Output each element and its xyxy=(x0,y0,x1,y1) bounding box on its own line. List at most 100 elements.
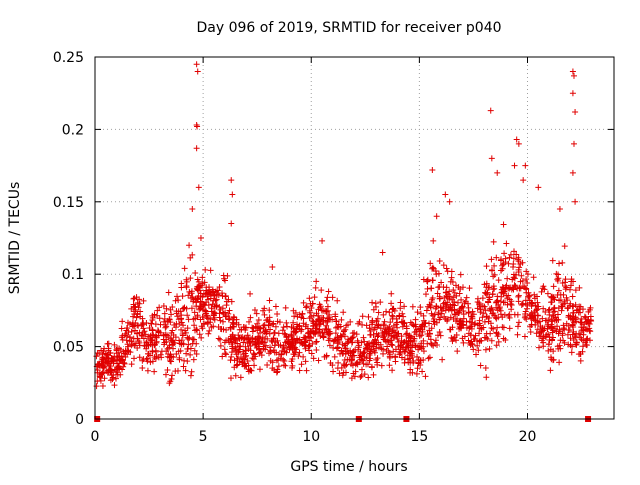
data-point xyxy=(144,367,151,374)
data-point xyxy=(97,377,104,384)
data-point xyxy=(164,332,171,339)
data-point xyxy=(250,325,257,332)
y-tick-label: 0.05 xyxy=(53,340,84,356)
data-point xyxy=(164,353,171,360)
data-point xyxy=(175,308,182,315)
data-point xyxy=(133,314,140,321)
data-point xyxy=(329,294,336,301)
data-point xyxy=(233,347,240,354)
data-point xyxy=(558,307,565,314)
data-point xyxy=(364,361,371,368)
data-point xyxy=(460,339,467,346)
data-point xyxy=(545,331,552,338)
data-point xyxy=(546,341,553,348)
data-point xyxy=(587,304,594,311)
data-point xyxy=(333,318,340,325)
data-point xyxy=(329,362,336,369)
data-point xyxy=(194,327,201,334)
data-point xyxy=(514,331,521,338)
data-point xyxy=(357,352,364,359)
data-point xyxy=(292,340,299,347)
data-point xyxy=(483,313,490,320)
data-point xyxy=(338,316,345,323)
data-point xyxy=(373,339,380,346)
data-point xyxy=(200,314,207,321)
data-point xyxy=(453,337,460,344)
data-point xyxy=(500,335,507,342)
data-point xyxy=(454,348,461,355)
data-point xyxy=(226,307,233,314)
data-point xyxy=(465,337,472,344)
data-point xyxy=(139,364,146,371)
data-point xyxy=(282,304,289,311)
data-point xyxy=(473,351,480,358)
data-point xyxy=(132,340,139,347)
data-point xyxy=(219,318,226,325)
data-point xyxy=(283,319,290,326)
data-point xyxy=(560,291,567,298)
data-point xyxy=(340,361,347,368)
x-axis-label: GPS time / hours xyxy=(290,459,407,475)
data-point xyxy=(111,341,118,348)
data-point xyxy=(375,321,382,328)
data-point xyxy=(407,347,414,354)
data-point xyxy=(266,297,273,304)
data-point-peak xyxy=(379,249,386,256)
data-point xyxy=(550,283,557,290)
data-point xyxy=(290,328,297,335)
data-point xyxy=(554,276,561,283)
x-tick-label: 15 xyxy=(410,429,428,445)
data-point xyxy=(467,332,474,339)
data-point xyxy=(445,291,452,298)
data-point xyxy=(125,343,132,350)
data-point xyxy=(574,306,581,313)
data-point xyxy=(229,332,236,339)
data-point xyxy=(386,323,393,330)
data-point xyxy=(350,370,357,377)
data-point xyxy=(428,299,435,306)
data-point xyxy=(410,322,417,329)
data-point xyxy=(463,294,470,301)
data-point xyxy=(164,367,171,374)
data-point xyxy=(429,295,436,302)
data-point xyxy=(169,341,176,348)
data-point xyxy=(344,340,351,347)
data-point xyxy=(234,355,241,362)
data-point xyxy=(549,357,556,364)
data-point xyxy=(300,353,307,360)
data-point xyxy=(388,290,395,297)
data-point xyxy=(119,332,126,339)
data-point xyxy=(576,284,583,291)
data-point xyxy=(451,289,458,296)
data-point xyxy=(275,330,282,337)
data-point-peak xyxy=(569,68,576,75)
data-point xyxy=(550,313,557,320)
data-point xyxy=(557,297,564,304)
data-point xyxy=(436,329,443,336)
data-point xyxy=(562,283,569,290)
data-point xyxy=(506,254,513,261)
data-point xyxy=(496,304,503,311)
data-point xyxy=(414,365,421,372)
data-point xyxy=(263,317,270,324)
data-point xyxy=(309,317,316,324)
data-point-peak xyxy=(186,242,193,249)
data-point xyxy=(402,348,409,355)
data-point xyxy=(202,266,209,273)
data-point xyxy=(507,251,514,258)
data-point xyxy=(375,309,382,316)
data-point xyxy=(549,329,556,336)
data-point xyxy=(300,299,307,306)
data-point xyxy=(528,309,535,316)
data-point-peak xyxy=(570,72,577,79)
data-point xyxy=(454,299,461,306)
data-point xyxy=(378,362,385,369)
data-point xyxy=(105,345,112,352)
data-point xyxy=(207,267,214,274)
data-point-peak xyxy=(488,155,495,162)
data-point xyxy=(204,315,211,322)
data-point xyxy=(350,348,357,355)
data-point xyxy=(497,311,504,318)
data-point xyxy=(315,357,322,364)
data-point xyxy=(291,328,298,335)
